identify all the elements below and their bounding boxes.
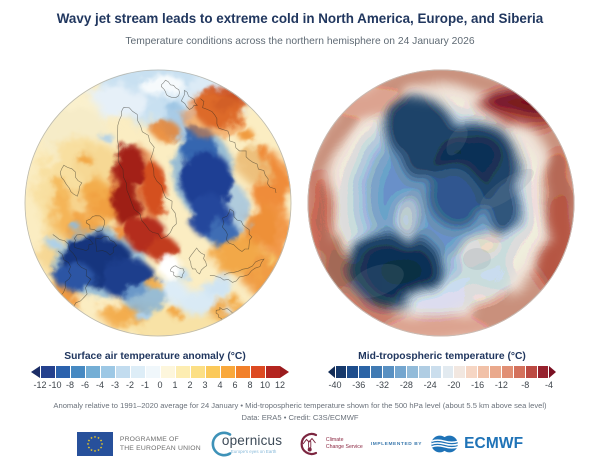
- eu-flag-icon: [76, 432, 113, 456]
- footnote-credit: Data: ERA5 • Credit: C3S/ECMWF: [241, 413, 359, 422]
- eu-programme-label: PROGRAMME OF THE EUROPEAN UNION: [119, 435, 201, 452]
- copernicus-logo: opernicus Europe's eyes on Earth: [209, 430, 289, 458]
- c3s-logo: Climate Change Service: [297, 430, 363, 458]
- right-colorbar-ticks: -40 -36 -32 -28 -24 -20 -16 -12 -8 -4: [328, 380, 554, 390]
- copernicus-wordmark: opernicus: [221, 433, 283, 448]
- logo-row: PROGRAMME OF THE EUROPEAN UNION opernicu…: [0, 428, 600, 460]
- c3s-thermometer-icon: [300, 432, 317, 456]
- eu-programme-logo: PROGRAMME OF THE EUROPEAN UNION: [76, 432, 201, 456]
- surface-temperature-anomaly-map: [24, 69, 292, 337]
- mid-tropospheric-temperature-map: [307, 69, 575, 337]
- right-colorbar: [328, 366, 556, 378]
- c3s-label: Climate Change Service: [325, 436, 363, 450]
- page-subtitle: Temperature conditions across the northe…: [125, 36, 475, 47]
- right-colorbar-title: Mid-tropospheric temperature (°C): [358, 351, 526, 362]
- ecmwf-logo: ECMWF: [430, 434, 523, 454]
- eu-flag-stars: [86, 435, 104, 453]
- ecmwf-wordmark: ECMWF: [464, 435, 524, 452]
- copernicus-crescent-icon: [211, 431, 232, 457]
- ecmwf-globes-icon: [431, 435, 460, 453]
- left-colorbar: [31, 366, 289, 378]
- left-colorbar-ticks: -12 -10 -8 -6 -4 -3 -2 -1 0 1 2 3 4 6 8 10 12: [33, 380, 286, 390]
- copernicus-tagline: Europe's eyes on Earth: [230, 449, 277, 454]
- left-colorbar-title: Surface air temperature anomaly (°C): [64, 351, 246, 362]
- implemented-by-label: IMPLEMENTED BY: [370, 441, 423, 447]
- page-title: Wavy jet stream leads to extreme cold in…: [56, 11, 544, 26]
- footnote-methodology: Anomaly relative to 1991–2020 average fo…: [53, 401, 547, 410]
